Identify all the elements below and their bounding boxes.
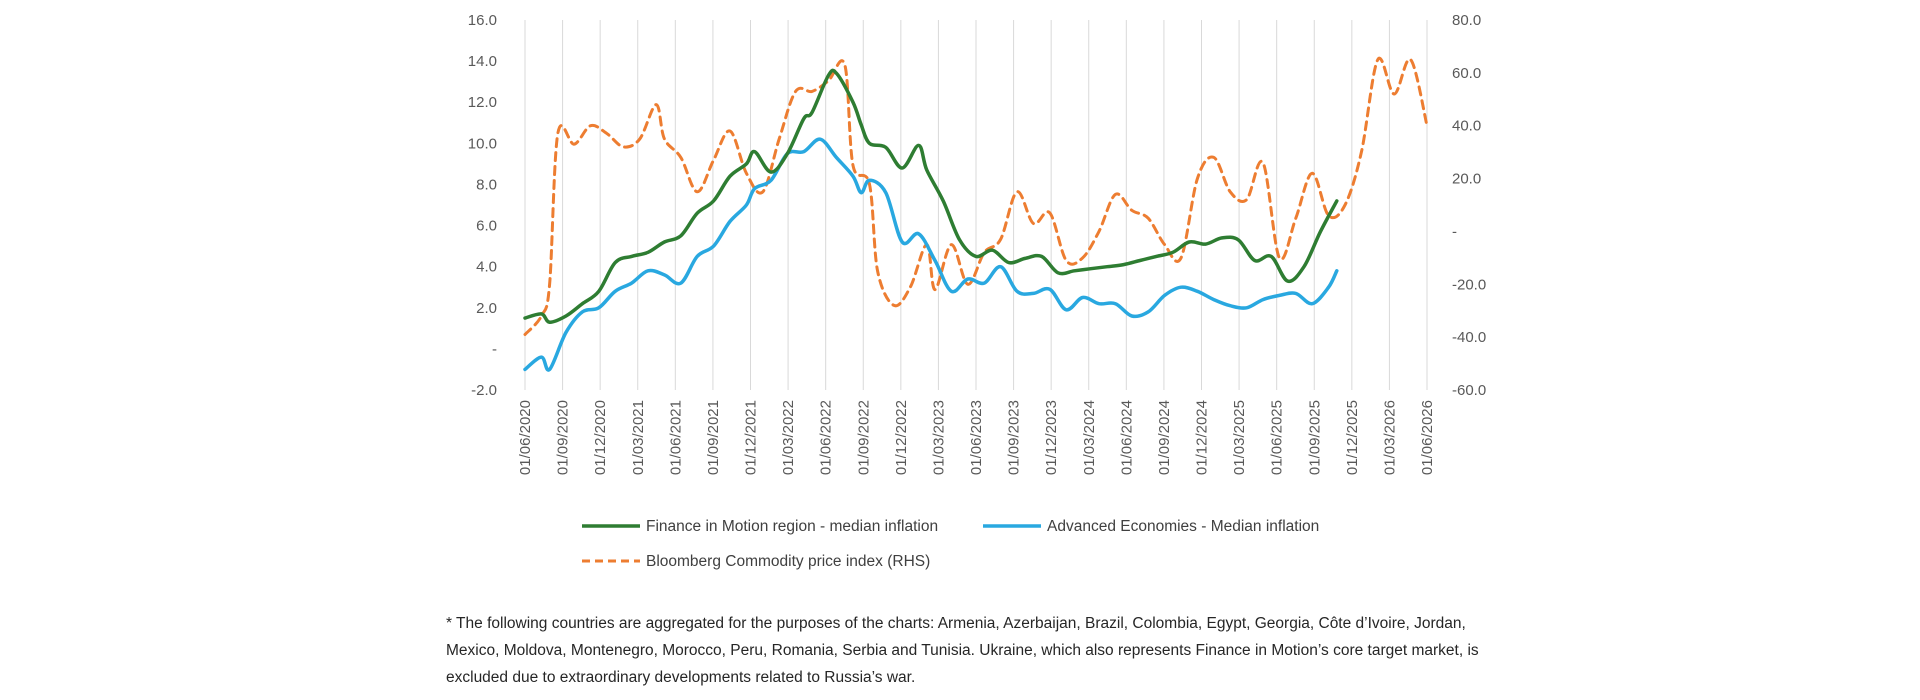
x-tick-label: 01/03/2021: [630, 400, 647, 475]
x-tick-label: 01/09/2022: [855, 400, 872, 475]
x-tick-label: 01/09/2023: [1006, 400, 1023, 475]
series-line-bloomberg: [523, 56, 1429, 336]
y-left-tick-label: 8.0: [476, 176, 497, 193]
y-left-tick-label: 14.0: [468, 53, 497, 70]
legend-label-bloomberg: Bloomberg Commodity price index (RHS): [646, 553, 930, 570]
y-right-tick-label: -: [1452, 223, 1457, 240]
y-axis-left: 16.0 14.0 12.0 10.0 8.0 6.0 4.0 2.0 - -2.0: [468, 12, 497, 399]
x-tick-label: 01/12/2022: [893, 400, 910, 475]
x-tick-label: 01/09/2025: [1306, 400, 1323, 475]
x-tick-label: 01/06/2026: [1419, 400, 1436, 475]
x-tick-label: 01/06/2024: [1118, 400, 1135, 475]
x-tick-label: 01/09/2021: [705, 400, 722, 475]
y-right-tick-label: 80.0: [1452, 12, 1481, 29]
x-tick-label: 01/03/2022: [780, 400, 797, 475]
legend-label-advanced: Advanced Economies - Median inflation: [1047, 518, 1319, 535]
y-left-tick-label: 2.0: [476, 300, 497, 317]
y-right-tick-label: 60.0: [1452, 65, 1481, 82]
x-axis: 01/06/2020 01/09/2020 01/12/2020 01/03/2021…: [517, 400, 1436, 475]
y-left-tick-label: 4.0: [476, 259, 497, 276]
y-axis-right: 80.0 60.0 40.0 20.0 - -20.0 -40.0 -60.0: [1452, 12, 1486, 399]
footnote: * The following countries are aggregated…: [446, 615, 1479, 686]
x-tick-label: 01/03/2026: [1381, 400, 1398, 475]
y-left-tick-label: 16.0: [468, 12, 497, 29]
x-tick-label: 01/09/2024: [1156, 400, 1173, 475]
x-tick-label: 01/09/2020: [555, 400, 572, 475]
x-tick-label: 01/03/2023: [930, 400, 947, 475]
legend-label-finance: Finance in Motion region - median inflat…: [646, 518, 938, 535]
x-tick-label: 01/06/2021: [667, 400, 684, 475]
x-tick-label: 01/12/2020: [592, 400, 609, 475]
x-tick-label: 01/03/2025: [1231, 400, 1248, 475]
x-tick-label: 01/12/2021: [743, 400, 760, 475]
grid-lines: [524, 20, 1428, 390]
y-right-tick-label: -60.0: [1452, 382, 1486, 399]
y-right-tick-label: 40.0: [1452, 118, 1481, 135]
y-right-tick-label: -40.0: [1452, 329, 1486, 346]
y-left-tick-label: 12.0: [468, 94, 497, 111]
y-right-tick-label: 20.0: [1452, 171, 1481, 188]
y-left-tick-label: -2.0: [471, 382, 497, 399]
y-left-tick-label: -: [492, 341, 497, 358]
x-tick-label: 01/12/2024: [1194, 400, 1211, 475]
x-tick-label: 01/03/2024: [1081, 400, 1098, 475]
x-tick-label: 01/06/2023: [968, 400, 985, 475]
series-lines: [523, 56, 1429, 372]
x-tick-label: 01/06/2025: [1269, 400, 1286, 475]
series-line-advanced: [523, 137, 1339, 372]
y-left-tick-label: 6.0: [476, 218, 497, 235]
legend: Finance in Motion region - median inflat…: [582, 518, 1319, 570]
x-tick-label: 01/12/2025: [1344, 400, 1361, 475]
x-tick-label: 01/06/2020: [517, 400, 534, 475]
y-left-tick-label: 10.0: [468, 135, 497, 152]
x-tick-label: 01/06/2022: [818, 400, 835, 475]
series-line-finance: [523, 68, 1339, 324]
y-right-tick-label: -20.0: [1452, 276, 1486, 293]
x-tick-label: 01/12/2023: [1043, 400, 1060, 475]
